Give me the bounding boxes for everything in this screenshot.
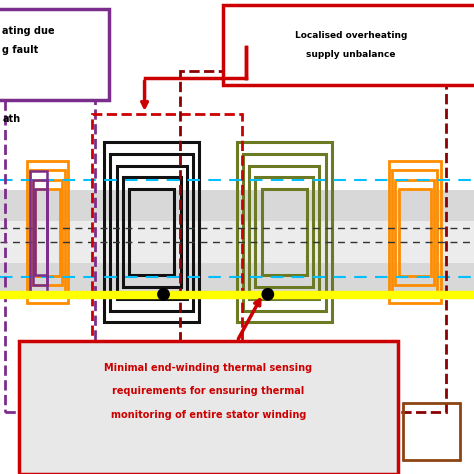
Text: ath: ath [2, 114, 20, 124]
Bar [33, 180, 47, 284]
Bar [36, 189, 47, 275]
Text: g fault: g fault [2, 45, 38, 55]
Text: ating due: ating due [2, 26, 55, 36]
Bar [0, 190, 474, 294]
Text: monitoring of entire stator winding: monitoring of entire stator winding [111, 410, 306, 420]
Bar [30, 171, 47, 294]
Bar [0, 221, 474, 263]
Text: supply unbalance: supply unbalance [306, 50, 395, 59]
Circle shape [158, 289, 169, 300]
Text: Minimal end-winding thermal sensing: Minimal end-winding thermal sensing [104, 363, 313, 373]
Text: requirements for ensuring thermal: requirements for ensuring thermal [112, 386, 305, 396]
Circle shape [262, 289, 273, 300]
FancyBboxPatch shape [223, 5, 474, 85]
FancyBboxPatch shape [0, 9, 109, 100]
Text: Localised overheating: Localised overheating [294, 31, 407, 40]
FancyBboxPatch shape [19, 341, 398, 474]
